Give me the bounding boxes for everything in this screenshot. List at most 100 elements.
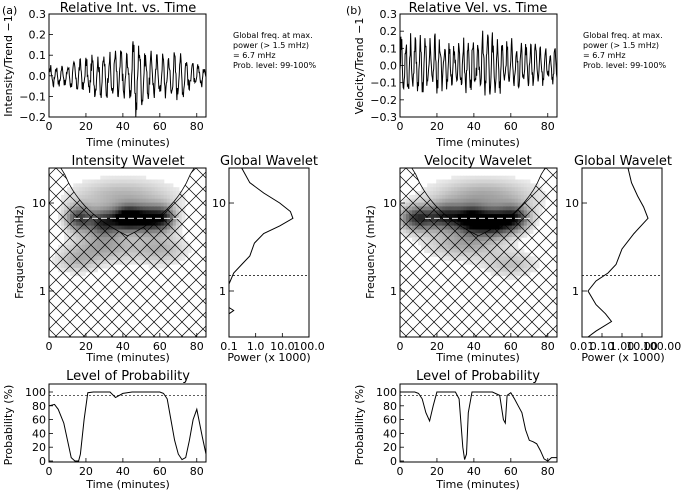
wavelet-power-cell [142,187,147,192]
wavelet-power-cell [502,191,507,196]
wavelet-power-cell [472,225,477,230]
wavelet-power-cell [115,183,119,188]
wavelet-power-cell [88,206,92,211]
wavelet-power-cell [76,191,80,196]
wavelet-power-cell [478,202,483,207]
wavelet-power-cell [148,183,153,188]
wavelet-power-cell [142,221,147,227]
wavelet-power-cell [472,210,477,215]
wavelet-power-cell [478,229,483,234]
wavelet-power-cell [121,191,126,196]
wavelet-power-cell [115,198,119,204]
wavelet-power-cell [448,202,452,207]
wavelet-power-cell [85,202,89,207]
wavelet-power-cell [490,198,495,204]
wavelet-power-cell [493,221,498,227]
wavelet-power-cell [127,210,132,215]
wavelet-power-cell [130,210,135,215]
intensity-wavelet-plot [49,168,206,337]
velocity-timeseries-plot: −0.3 −0.2 −0.1 0.0 0.1 0.2 0.3 0 20 40 60 80 [370,8,558,133]
wavelet-power-cell [166,191,171,196]
wavelet-ytick-label: 1 [39,285,46,298]
velocity-global-xlabel: Power (x 1000) [581,351,664,364]
wavelet-power-cell [457,183,461,188]
global-ytick-label: 10 [565,197,579,210]
wavelet-power-cell [127,217,132,223]
wavelet-power-cell [436,194,440,200]
wavelet-power-cell [430,187,434,192]
wavelet-power-cell [163,191,168,196]
wavelet-power-cell [124,210,129,215]
wavelet-power-cell [103,183,107,188]
wavelet-power-cell [460,202,464,207]
global-xtick-label: 10.00 [626,340,658,353]
wavelet-xtick-label: 80 [541,340,555,353]
wavelet-power-cell [472,183,477,188]
cone-of-influence [49,168,206,337]
wavelet-power-cell [472,229,477,234]
wavelet-power-cell [160,198,165,204]
wavelet-power-cell [466,206,470,211]
wavelet-power-cell [451,175,455,181]
wavelet-power-cell [106,175,110,181]
wavelet-ytick-label: 10 [383,197,397,210]
intensity-timeseries-xlabel: Time (minutes) [85,136,170,149]
wavelet-power-cell [475,191,480,196]
wavelet-power-cell [469,179,473,184]
wavelet-power-cell [490,221,495,227]
wavelet-power-cell [172,194,177,200]
wavelet-power-cell [475,210,480,215]
wavelet-power-cell [445,202,449,207]
wavelet-power-cell [460,194,464,200]
wavelet-power-cell [91,210,95,215]
wavelet-power-cell [91,191,95,196]
wavelet-power-cell [442,198,446,204]
wavelet-power-cell [466,175,470,181]
wavelet-power-cell [154,202,159,207]
wavelet-power-cell [463,206,467,211]
wavelet-power-cell [94,191,98,196]
wavelet-power-cell [82,179,86,184]
wavelet-power-cell [121,229,126,234]
intensity-timeseries-plot: −0.2 −0.1 0.0 0.1 0.2 0.3 0 20 40 60 80 [19,8,207,133]
wavelet-power-cell [490,187,495,192]
wavelet-power-cell [427,183,431,188]
wavelet-power-cell [442,194,446,200]
wavelet-power-cell [112,221,116,227]
wavelet-power-cell [157,206,162,211]
wavelet-power-cell [499,194,504,200]
wavelet-power-cell [142,214,147,219]
wavelet-power-cell [100,202,104,207]
wavelet-power-cell [127,206,132,211]
wavelet-power-cell [472,217,477,223]
wavelet-power-cell [157,194,162,200]
wavelet-power-cell [508,183,513,188]
wavelet-power-cell [109,206,113,211]
wavelet-power-cell [157,191,162,196]
wavelet-power-cell [448,198,452,204]
wavelet-power-cell [508,198,513,204]
wavelet-power-cell [88,187,92,192]
wavelet-power-cell [109,198,113,204]
wavelet-power-cell [451,183,455,188]
wavelet-power-cell [109,221,113,227]
wavelet-power-cell [457,202,461,207]
wavelet-power-cell [466,194,470,200]
wavelet-power-cell [109,210,113,215]
wavelet-power-cell [514,187,519,192]
wavelet-power-cell [472,191,477,196]
wavelet-power-cell [139,225,144,230]
wavelet-power-cell [481,206,486,211]
intensity-wavelet-xlabel: Time (minutes) [85,351,170,364]
wavelet-power-cell [160,179,165,184]
wavelet-power-cell [106,217,110,223]
wavelet-power-cell [106,202,110,207]
wavelet-power-cell [496,183,501,188]
wavelet-power-cell [508,175,513,181]
wavelet-power-cell [466,217,470,223]
wavelet-power-cell [433,187,437,192]
wavelet-power-cell [112,175,116,181]
wavelet-power-cell [454,179,458,184]
wavelet-power-cell [136,179,141,184]
wavelet-power-cell [487,191,492,196]
